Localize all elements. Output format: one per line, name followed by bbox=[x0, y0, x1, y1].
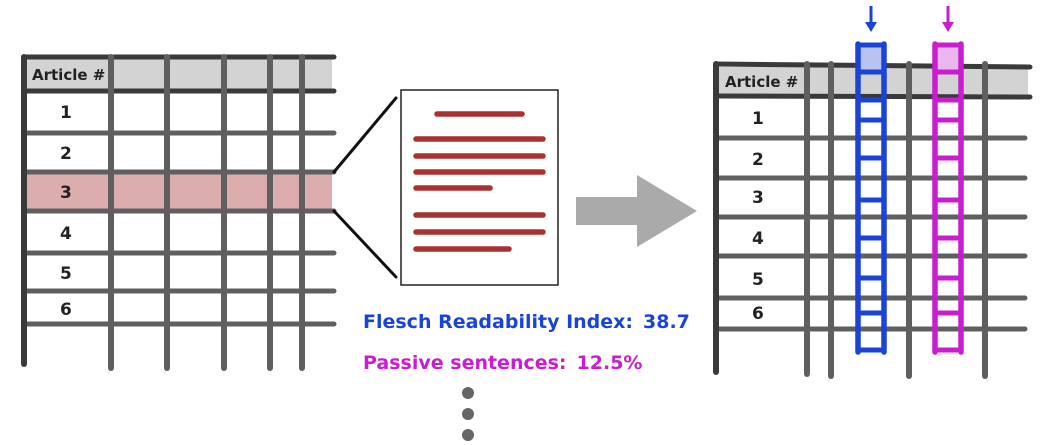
right-row-label: 3 bbox=[752, 188, 764, 208]
passive-metric: Passive sentences: 12.5% bbox=[363, 352, 642, 374]
right-hline bbox=[713, 93, 1033, 100]
zoom-connector bbox=[332, 96, 398, 279]
ellipsis-dot bbox=[462, 387, 474, 399]
left-row-label: 6 bbox=[60, 300, 72, 320]
left-row-labels: 1 2 3 4 5 6 bbox=[60, 103, 72, 320]
right-column-lines bbox=[713, 61, 988, 379]
passive-arrow-icon bbox=[942, 6, 954, 32]
right-row-label: 5 bbox=[752, 270, 764, 290]
flesch-metric-value: 38.7 bbox=[643, 311, 690, 333]
flesch-arrow-head bbox=[865, 22, 877, 32]
left-row-label: 2 bbox=[60, 144, 72, 164]
left-row-label: 1 bbox=[60, 103, 72, 123]
left-column-lines bbox=[21, 54, 305, 371]
flesch-metric: Flesch Readability Index: 38.7 bbox=[363, 311, 690, 333]
left-header-label: Article # bbox=[32, 66, 105, 84]
arrow-shape bbox=[576, 175, 697, 247]
flesch-header-cell bbox=[858, 45, 884, 71]
right-row-label: 4 bbox=[752, 229, 764, 249]
flesch-arrow-icon bbox=[865, 6, 877, 32]
passive-metric-label: Passive sentences: bbox=[363, 352, 567, 374]
passive-header-cell bbox=[935, 45, 961, 71]
passive-arrow-head bbox=[942, 22, 954, 32]
left-row-label: 3 bbox=[60, 183, 72, 203]
ellipsis-dot bbox=[462, 429, 474, 441]
left-header-row bbox=[26, 59, 332, 89]
right-row-label: 2 bbox=[752, 150, 764, 170]
zoom-line-top bbox=[332, 96, 398, 174]
right-table: Article # 1 2 3 4 5 6 bbox=[713, 6, 1033, 379]
left-table: Article # 1 2 3 4 5 6 bbox=[21, 54, 337, 371]
flesch-column bbox=[855, 6, 887, 355]
right-row-label: 1 bbox=[752, 109, 764, 129]
passive-column bbox=[932, 6, 964, 355]
ellipsis-dot bbox=[462, 408, 474, 420]
transform-arrow-icon bbox=[576, 175, 697, 247]
passive-rungs bbox=[935, 42, 961, 353]
article-document bbox=[400, 89, 559, 286]
left-row-label: 5 bbox=[60, 264, 72, 284]
left-row-label: 4 bbox=[60, 224, 72, 244]
left-highlighted-row bbox=[26, 174, 332, 210]
flesch-metric-label: Flesch Readability Index: bbox=[363, 311, 634, 333]
passive-metric-value: 12.5% bbox=[576, 352, 643, 374]
right-row-labels: 1 2 3 4 5 6 bbox=[752, 109, 764, 324]
flesch-rungs bbox=[858, 42, 884, 353]
right-row-lines bbox=[713, 61, 1033, 332]
zoom-line-bottom bbox=[332, 209, 398, 279]
right-header-label: Article # bbox=[725, 73, 798, 91]
left-row-lines bbox=[21, 54, 337, 327]
right-row-label: 6 bbox=[752, 304, 764, 324]
document-text-lines bbox=[413, 111, 546, 252]
